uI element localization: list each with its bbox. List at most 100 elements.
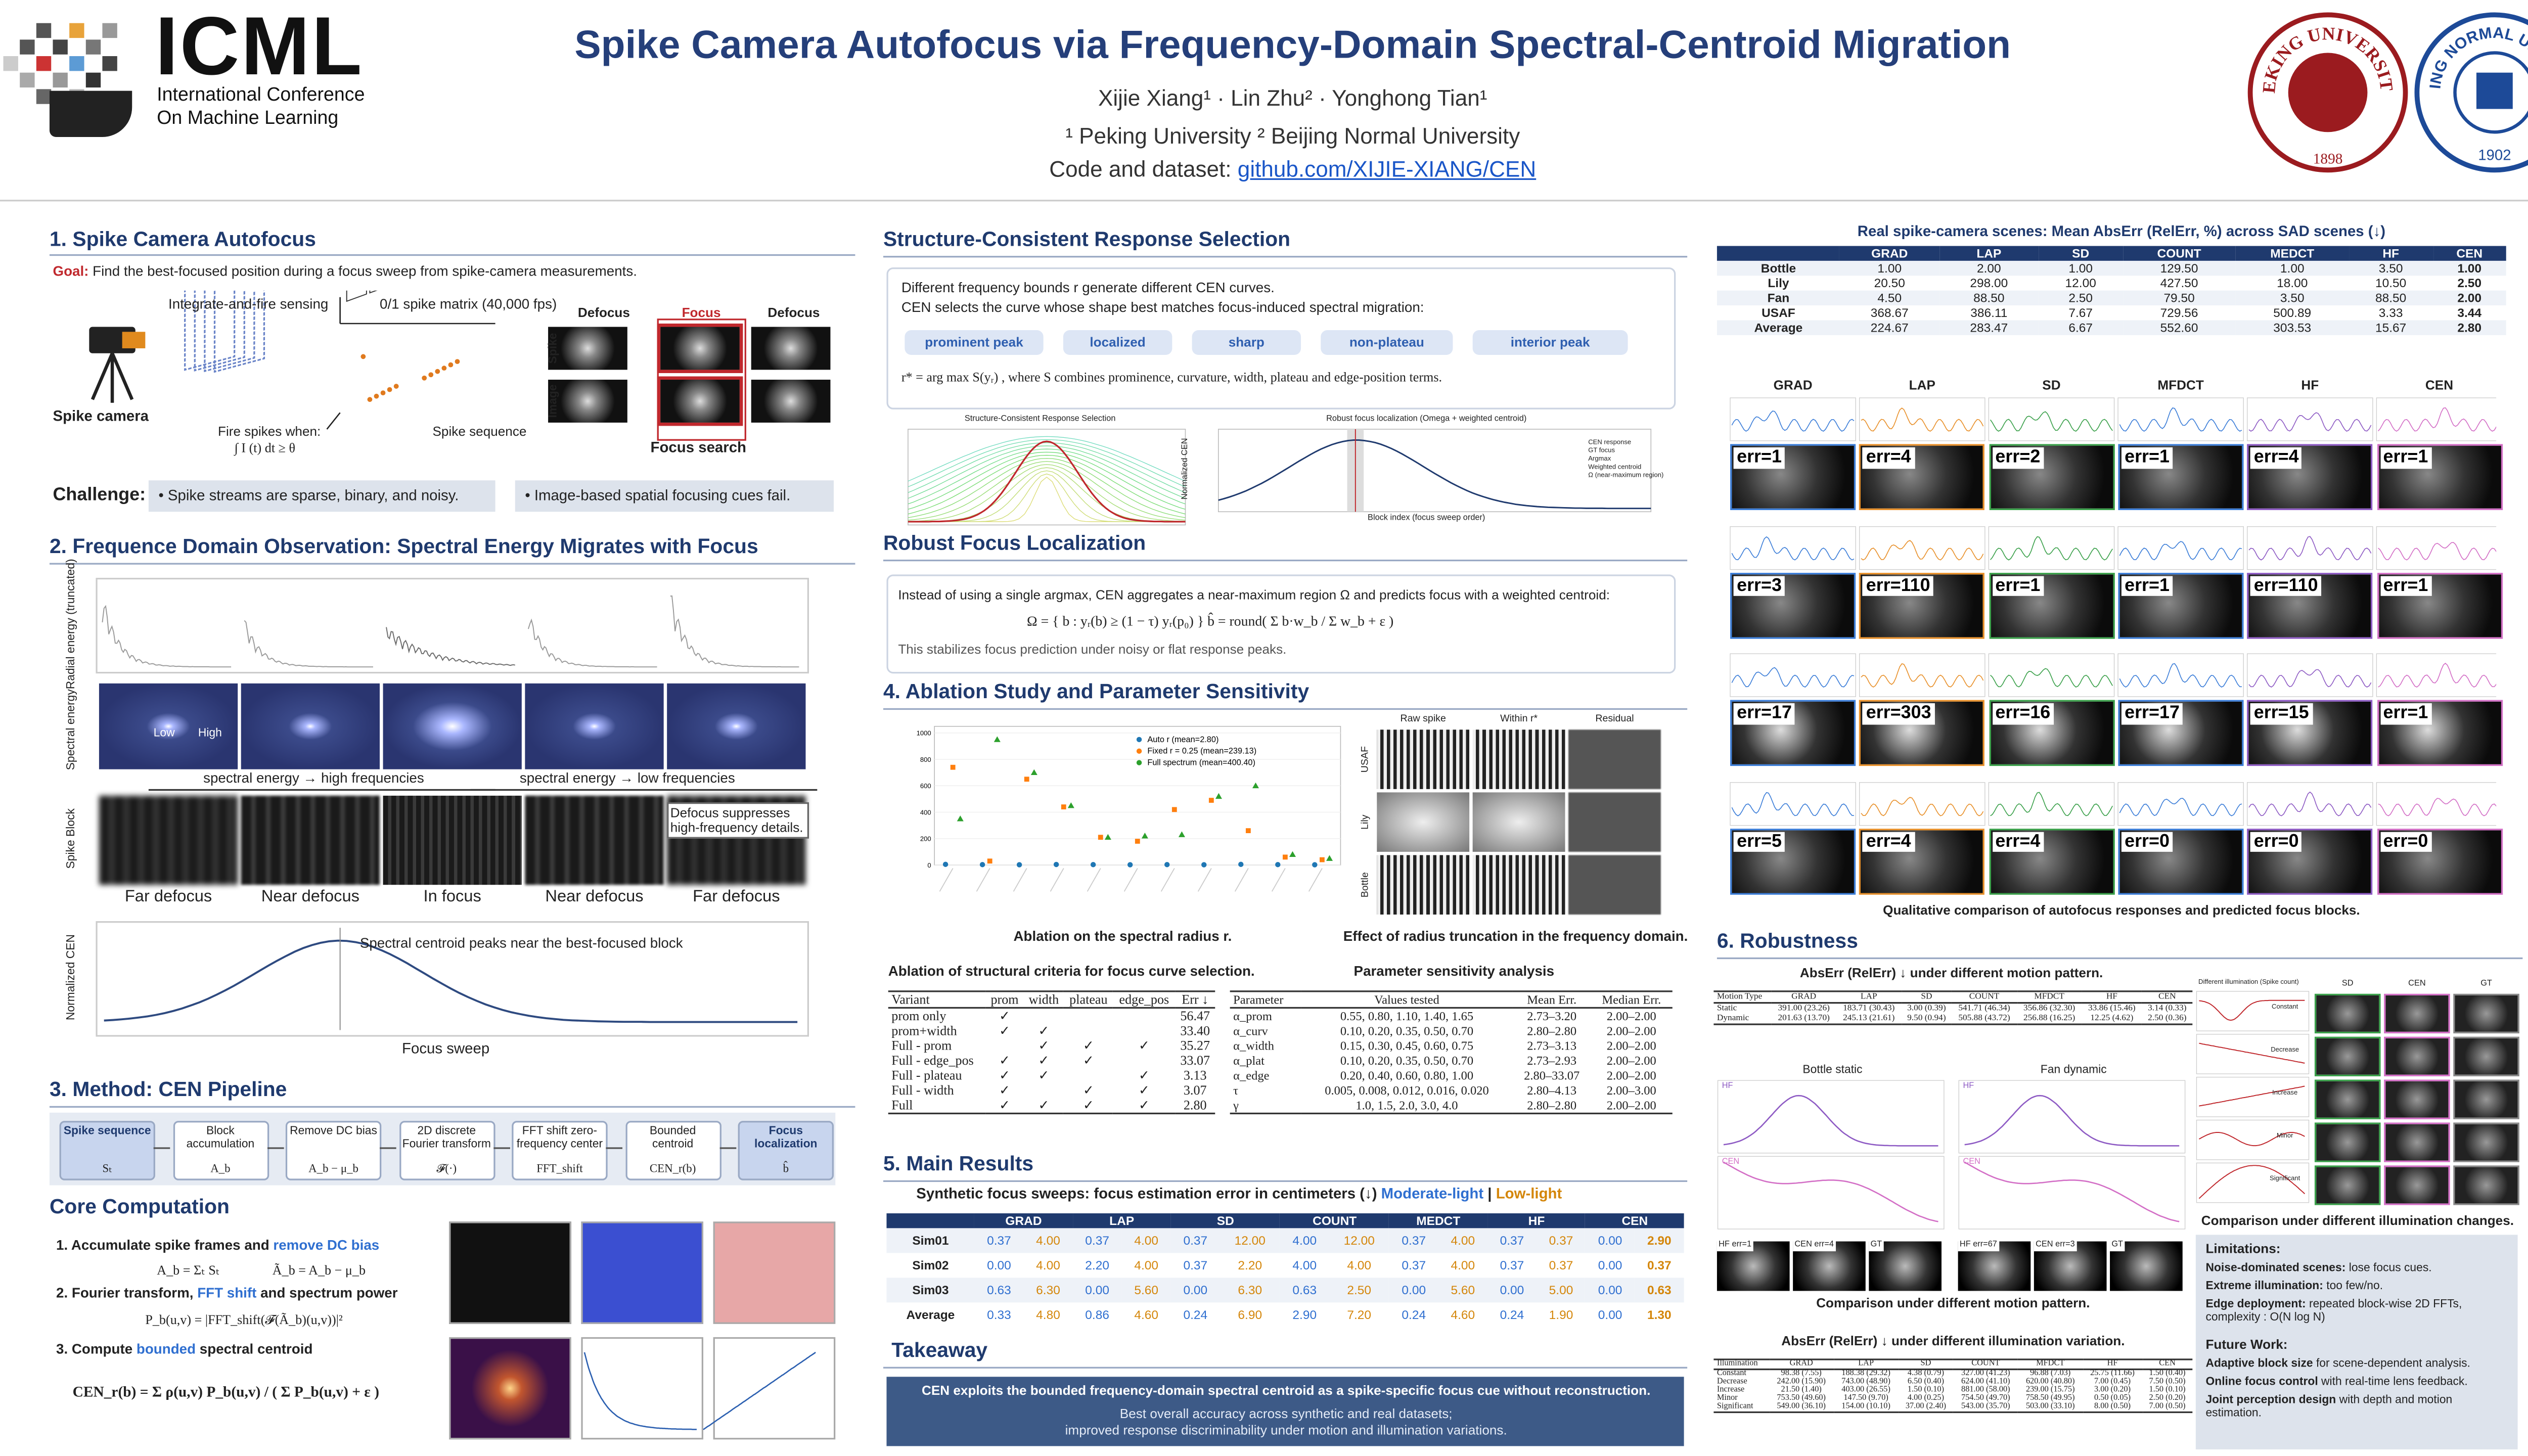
table-cell: 0.63: [1280, 1278, 1329, 1303]
plot-label: HF: [1722, 1081, 1733, 1091]
limitations-title: Limitations:: [2205, 1241, 2281, 1256]
goal-line: Goal: Find the best-focused position dur…: [53, 263, 637, 280]
motion-plots: [1958, 1080, 2186, 1230]
decor-curve: [2199, 1042, 2305, 1064]
table-cell: 37.00 (2.40): [1898, 1403, 1954, 1413]
table-row: prom+width ✓ ✓ 33.40: [888, 1023, 1215, 1038]
decor-curve: [908, 440, 1186, 523]
header-cell: GRAD: [1769, 1358, 1834, 1371]
table-cell: [1064, 1023, 1113, 1038]
pipeline-step: FFT shift zero-frequency center FFT_shift: [512, 1121, 608, 1180]
challenge: • Image-based spatial focusing cues fail…: [525, 487, 791, 504]
scatter-point: [1320, 857, 1325, 862]
table-cell: [986, 1038, 1024, 1053]
section-rule: [1717, 957, 2523, 959]
table-cell: 0.24: [1500, 1307, 1524, 1323]
error-label: err=1: [2121, 447, 2173, 469]
scatter-point: [1061, 804, 1066, 809]
decor-curve: [908, 470, 1186, 522]
plot-label: HF: [1963, 1081, 1974, 1091]
table-cell: 500.89: [2273, 305, 2312, 321]
table-cell: 88.50: [1939, 290, 2039, 306]
scatter-point: [1016, 862, 1022, 868]
spike-dot: [435, 369, 440, 374]
localization-formula: Ω = { b : yᵣ(b) ≥ (1 − τ) yᵣ(p₀) } b̂ = …: [1027, 612, 1394, 629]
table-row: Constant 98.38 (7.55) 188.38 (29.32) 4.38 (…: [1713, 1370, 2192, 1379]
table-cell: 0.00: [1072, 1278, 1122, 1303]
decor-curve: [1731, 411, 1855, 432]
table-cell: ✓: [1138, 1083, 1150, 1098]
plot-frame: [1859, 653, 1985, 697]
scatter-point: [950, 764, 956, 770]
logo-pixel: [53, 72, 68, 88]
decor-curve: [1218, 439, 1651, 510]
table-row: Fan 4.50 88.50 2.50 79.50 3.50 88.50 2.00: [1717, 290, 2506, 306]
scatter-point: [1135, 839, 1140, 844]
x-tick-stub: [1050, 868, 1064, 892]
fig-label: Integrate-and-fire sensing: [168, 295, 329, 312]
migration-label: spectral energy → low frequencies: [515, 769, 740, 787]
column-label: CEN: [2408, 979, 2426, 989]
plot-frame: [2376, 397, 2496, 441]
error-label: err=0: [2250, 831, 2303, 852]
table-cell: 2.80–2.80: [1513, 1098, 1591, 1114]
header-rule: [0, 200, 2528, 202]
table-row: Full - prom ✓ ✓ ✓ 35.27: [888, 1038, 1215, 1053]
table-cell: 6.50 (0.40): [1907, 1378, 1945, 1387]
sensor-plane: [194, 290, 245, 372]
method-label: CEN: [2425, 378, 2454, 393]
table-cell: 552.60: [2123, 320, 2236, 335]
scatter-point: [1275, 862, 1281, 868]
header-cell: [886, 1213, 975, 1228]
scatter-point: [1312, 862, 1318, 868]
table-cell: 0.50 (0.05): [2094, 1395, 2131, 1403]
legend-swatch: [1136, 760, 1142, 765]
table-cell: 1.50 (0.40): [2149, 1370, 2186, 1379]
illumination-thumb: [2384, 1079, 2450, 1119]
row-label: Increase: [2272, 1087, 2298, 1097]
truncation-image: [1472, 730, 1565, 789]
table-cell: 0.10, 0.20, 0.35, 0.50, 0.70: [1340, 1053, 1474, 1068]
table-row: Minor 753.50 (49.60) 147.50 (9.70) 4.00 (0.…: [1713, 1395, 2192, 1403]
code-link[interactable]: github.com/XIJIE-XIANG/CEN: [1237, 157, 1537, 182]
plot-frame: [1988, 525, 2115, 569]
header-cell: SD: [1901, 990, 1952, 1004]
table-cell: 129.50: [2123, 260, 2236, 276]
scatter-point: [1127, 862, 1133, 868]
table-cell: 98.38 (7.55): [1781, 1370, 1822, 1379]
core-panel: [713, 1221, 836, 1324]
core-panel: [581, 1221, 704, 1324]
scatter-point: [957, 815, 964, 822]
table-cell: 303.53: [2235, 320, 2349, 335]
logo-subtitle: On Machine Learning: [157, 109, 339, 129]
takeaway-box: [886, 1377, 1684, 1446]
plot-frame: [1988, 781, 2115, 825]
table-cell: 0.55, 0.80, 1.10, 1.40, 1.65: [1340, 1009, 1474, 1024]
section-rule: [49, 254, 855, 256]
illumination-thumb: [2314, 1079, 2381, 1119]
focus-thumb: [751, 327, 831, 370]
fig-label: 0/1 spike matrix (40,000 fps): [380, 295, 557, 312]
table-row: γ 1.0, 1.5, 2.0, 3.0, 4.0 2.80–2.80 2.00–2.…: [1230, 1098, 1673, 1114]
takeaway-text: CEN exploits the bounded frequency-domai…: [921, 1383, 1651, 1398]
table-cell: 6.67: [2039, 320, 2123, 335]
step-symbol: Sₜ: [102, 1162, 112, 1175]
fig-label: Focus: [682, 305, 721, 321]
error-label: err=15: [2250, 703, 2313, 724]
table-cell: Sim03: [886, 1278, 975, 1303]
core-item-part: and spectrum power: [256, 1284, 398, 1301]
header-cell: Parameter: [1230, 990, 1301, 1009]
table-cell: 245.13 (21.61): [1836, 1013, 1902, 1025]
error-label: err=3: [1733, 575, 1785, 597]
table-cell: 242.00 (15.90): [1777, 1378, 1826, 1387]
focus-frame: [657, 318, 746, 441]
table-cell: ✓: [1113, 1098, 1176, 1114]
core-plots: [583, 1351, 816, 1430]
affiliations: ¹ Peking University ² Beijing Normal Uni…: [1065, 123, 1520, 149]
university-logos: PEKING UNIVERSITY 1898 BEIJING NORMAL UN…: [2245, 10, 2528, 173]
decor-curve: [1990, 668, 2113, 688]
plot-frame: [1988, 653, 2115, 697]
header-cell: width: [1023, 990, 1064, 1009]
localization-box: [886, 574, 1676, 674]
legend-swatch: [1136, 737, 1142, 743]
